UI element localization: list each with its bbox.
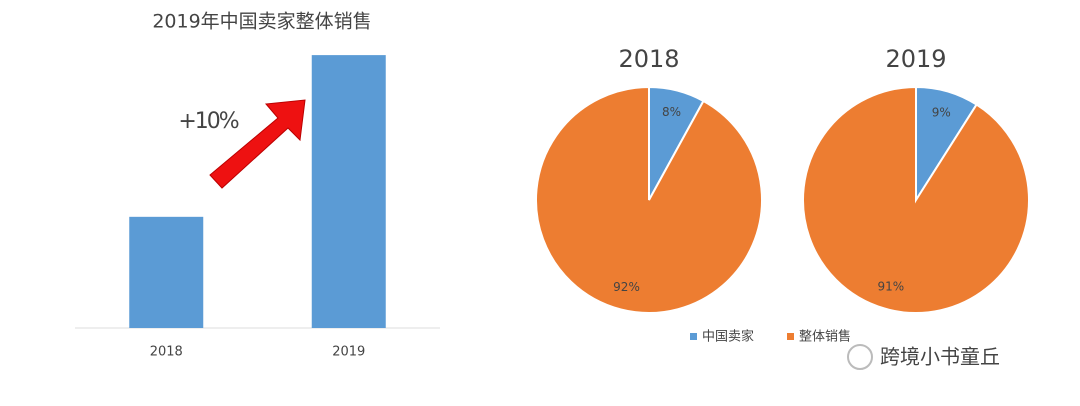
pie-slice <box>802 85 1030 314</box>
data-label: 8% <box>662 105 681 119</box>
watermark-icon <box>847 344 873 370</box>
watermark: 跨境小书童丘 <box>880 345 1000 369</box>
chart-title: 2019年中国卖家整体销售 <box>152 11 371 33</box>
arrow <box>209 99 306 189</box>
pie-title: 2019 <box>885 45 946 73</box>
x-tick-label: 2018 <box>150 345 183 360</box>
data-label: 92% <box>613 280 640 294</box>
data-label: 91% <box>877 279 904 293</box>
pie-title: 2018 <box>618 45 679 73</box>
annotation: +10% <box>178 109 238 134</box>
legend-label: 中国卖家 <box>702 329 754 345</box>
x-tick-label: 2019 <box>332 345 365 360</box>
legend-swatch <box>690 333 697 340</box>
legend-swatch <box>787 333 794 340</box>
pie-slice <box>535 85 763 314</box>
legend-label: 整体销售 <box>799 329 851 345</box>
data-label: 9% <box>932 106 951 120</box>
bar <box>129 216 204 328</box>
bar <box>311 55 386 328</box>
